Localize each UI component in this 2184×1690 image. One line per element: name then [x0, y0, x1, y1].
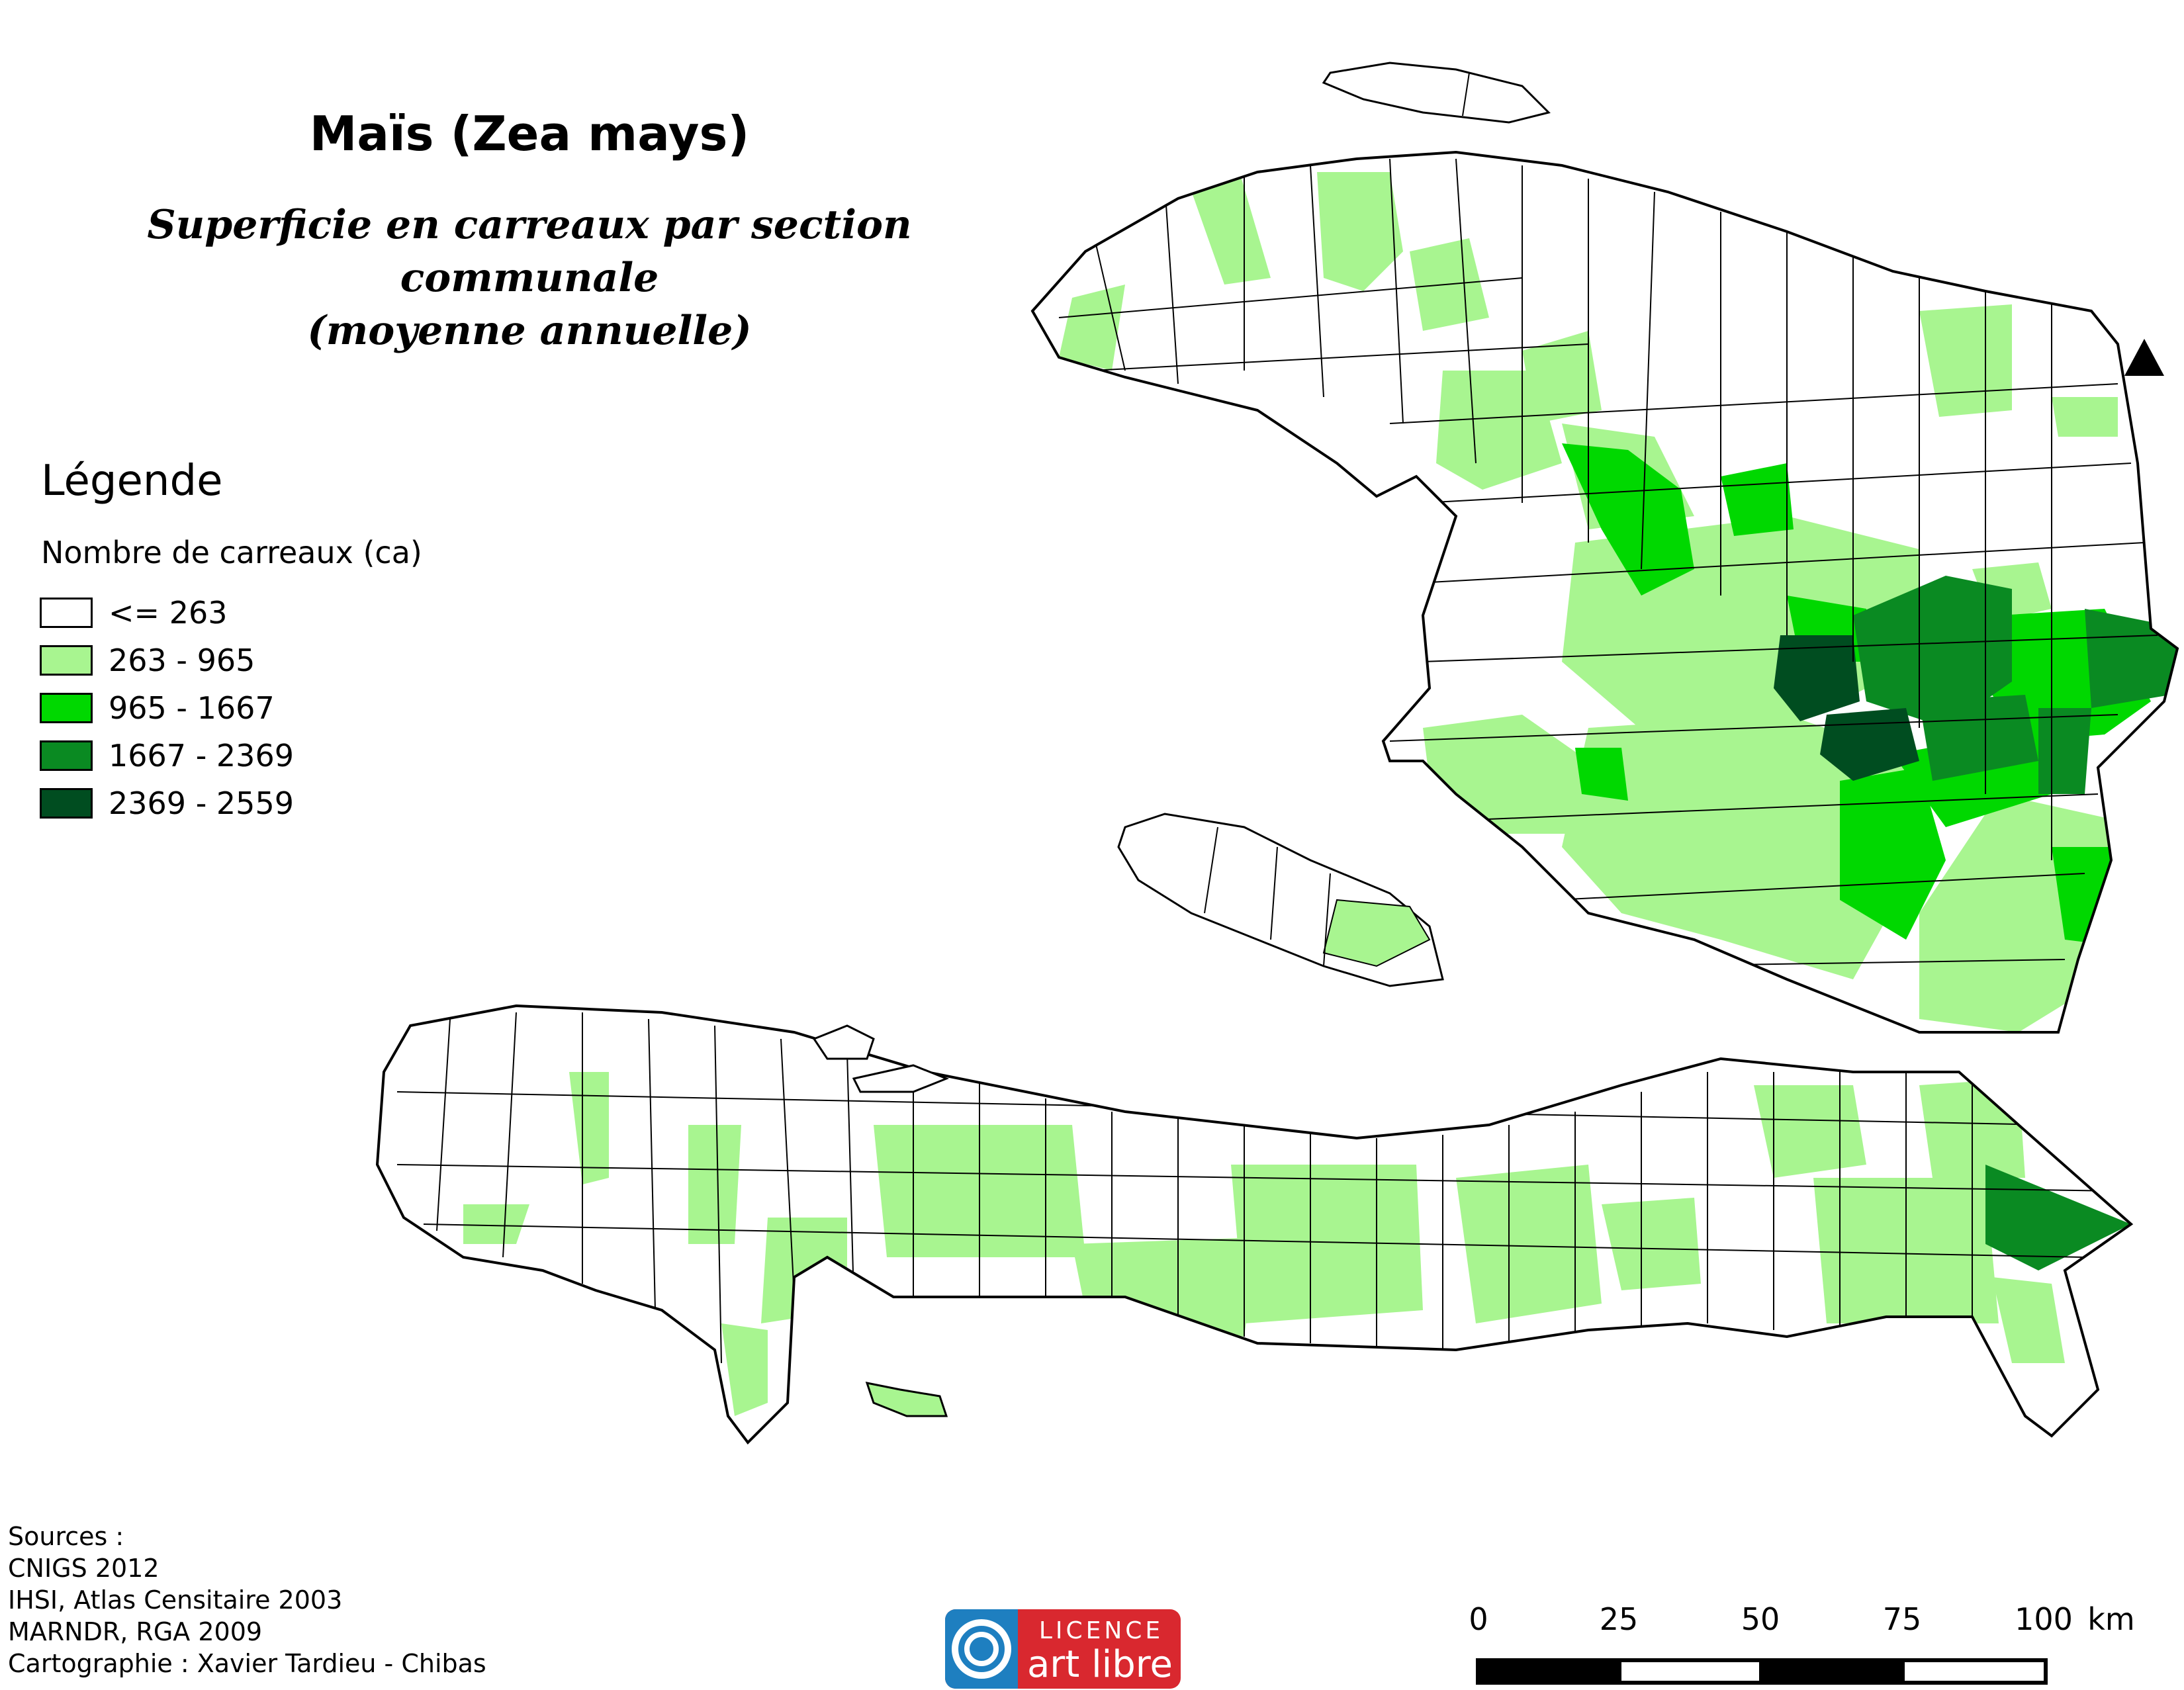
legend-list: <= 263 263 - 965 965 - 1667 1667 - 2369 … [40, 589, 294, 827]
ile-a-vache [865, 1382, 948, 1417]
legend-swatch [40, 693, 93, 723]
legend-swatch [40, 788, 93, 819]
map-title: Maïs (Zea mays) [309, 106, 750, 161]
legend-item: 263 - 965 [40, 637, 294, 684]
legend-item: 1667 - 2369 [40, 732, 294, 779]
legend-label: 965 - 1667 [109, 690, 275, 726]
sources-line: Sources : [8, 1522, 124, 1551]
legend-swatch [40, 740, 93, 771]
north-arrow-triangle-icon [2124, 339, 2164, 376]
sources-line: MARNDR, RGA 2009 [8, 1617, 263, 1646]
map-subtitle: Superficie en carreaux par section commu… [66, 199, 993, 357]
legend-label: 263 - 965 [109, 643, 255, 678]
tortuga-island [1322, 62, 1551, 124]
logo-top-text: LICENCE [1039, 1617, 1163, 1644]
sources-line: CNIGS 2012 [8, 1554, 159, 1583]
legend-swatch [40, 598, 93, 628]
legend-item: <= 263 [40, 589, 294, 637]
scale-unit-label: km [2087, 1601, 2135, 1637]
sources-line: IHSI, Atlas Censitaire 2003 [8, 1585, 343, 1615]
legend-label: 2369 - 2559 [109, 785, 294, 821]
legend-label: 1667 - 2369 [109, 738, 294, 774]
map-subtitle-line-2: (moyenne annuelle) [307, 308, 752, 354]
licence-art-libre-logo: LICENCE art libre [945, 1609, 1181, 1689]
legend-swatch [40, 645, 93, 676]
scale-tick-label: 75 [1882, 1601, 1922, 1637]
scale-tick-label: 100 [2015, 1601, 2073, 1637]
legend-subtitle: Nombre de carreaux (ca) [41, 535, 422, 570]
sources-block: Sources : CNIGS 2012 IHSI, Atlas Censita… [8, 1521, 486, 1679]
scale-segment [1476, 1658, 1621, 1685]
southern-peninsula [377, 1006, 2131, 1443]
small-island-west [852, 1064, 950, 1093]
scale-tick-label: 50 [1741, 1601, 1780, 1637]
sources-line: Cartographie : Xavier Tardieu - Chibas [8, 1649, 486, 1678]
scale-tick-label: 25 [1599, 1601, 1639, 1637]
map-subtitle-line-1: Superficie en carreaux par section commu… [147, 202, 912, 301]
scale-tick-label: 0 [1469, 1601, 1488, 1637]
northern-mainland [1032, 152, 2177, 1032]
legend-label: <= 263 [109, 595, 228, 631]
scale-segment [1617, 1658, 1763, 1685]
legend-item: 2369 - 2559 [40, 779, 294, 827]
cayemites-island [812, 1024, 875, 1060]
scale-bar: 0 25 50 75 100 km [1456, 1601, 2135, 1687]
legend-item: 965 - 1667 [40, 684, 294, 732]
scale-segment [1901, 1658, 2048, 1685]
logo-bottom-text: art libre [1027, 1643, 1173, 1686]
scale-segment [1759, 1658, 1905, 1685]
legend-title: Légende [41, 457, 223, 506]
gonave-island [1117, 813, 1444, 987]
